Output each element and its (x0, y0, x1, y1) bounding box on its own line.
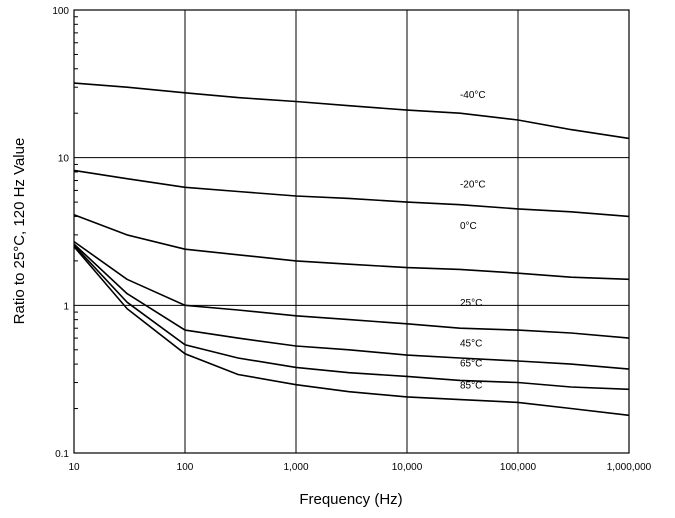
series-line (73, 244, 630, 391)
y-tick-label: 1 (63, 301, 69, 312)
y-tick-label: 100 (52, 6, 69, 17)
x-tick-labels: 10 100 1,000 10,000 100,000 1,000,000 (68, 462, 651, 473)
series-labels: -40°C -20°C 0°C 25°C 45°C 65°C 85°C (460, 90, 486, 392)
y-axis-title: Ratio to 25°C, 120 Hz Value (11, 138, 28, 325)
series-label: 85°C (460, 381, 482, 392)
series-label: 0°C (460, 221, 477, 232)
plot-frame (73, 9, 630, 454)
series-label: -20°C (460, 179, 486, 190)
y-tick-label: 10 (58, 154, 70, 165)
series-label: 45°C (460, 339, 482, 350)
y-tick-label: 0.1 (55, 449, 69, 460)
x-tick-label: 1,000,000 (607, 462, 652, 473)
x-tick-label: 10 (68, 462, 80, 473)
minor-ticks (74, 16, 78, 410)
x-tick-label: 100,000 (500, 462, 537, 473)
x-axis-title: Frequency (Hz) (299, 491, 402, 508)
grid (73, 9, 630, 454)
series-label: 65°C (460, 359, 482, 370)
series-label: 25°C (460, 298, 482, 309)
x-tick-label: 1,000 (283, 462, 308, 473)
x-tick-label: 100 (177, 462, 194, 473)
series-line (73, 240, 630, 339)
series-curves (73, 82, 630, 417)
series-line (73, 214, 630, 281)
series-label: -40°C (460, 90, 486, 101)
series-line (73, 169, 630, 218)
series-line (73, 243, 630, 370)
y-tick-labels: 0.1 1 10 100 (52, 6, 69, 460)
x-tick-label: 10,000 (392, 462, 423, 473)
series-line (73, 82, 630, 140)
series-line (73, 246, 630, 417)
